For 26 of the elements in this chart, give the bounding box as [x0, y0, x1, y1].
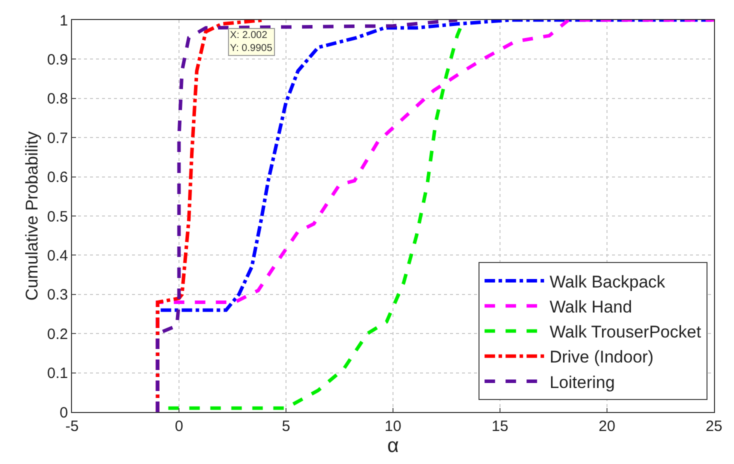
annotation: X: 2.002 Y: 0.9905 [230, 30, 273, 54]
y-tick-label: 1 [60, 12, 68, 30]
y-tick-label: 0 [60, 404, 68, 422]
legend-label: Walk Hand [550, 298, 632, 317]
legend-label: Walk Backpack [550, 272, 666, 292]
y-tick-label: 0.5 [47, 208, 68, 226]
y-tick-label: 0.9 [47, 51, 68, 68]
x-tick-label: 5 [282, 418, 290, 435]
x-tick-label: -5 [65, 418, 79, 435]
x-axis-title: α [387, 435, 399, 457]
x-tick-label: 10 [384, 418, 402, 435]
y-tick-label: 0.3 [47, 286, 68, 304]
y-tick-label: 0.1 [47, 365, 68, 382]
legend-label: Loitering [550, 372, 615, 392]
y-tick-label: 0.4 [47, 247, 68, 264]
x-tick-label: 15 [492, 418, 508, 435]
y-tick-label: 0.7 [47, 130, 68, 147]
legend-label: Walk TrouserPocket [550, 322, 702, 342]
y-tick-label: 0.8 [47, 90, 68, 108]
legend-label: Drive (Indoor) [550, 348, 654, 367]
x-tick-label: 25 [706, 418, 722, 435]
y-axis-title: Cumulative Probability [22, 130, 42, 301]
x-tick-label: 0 [174, 418, 184, 435]
x-tick-label: 20 [598, 418, 616, 435]
y-tick-label: 0.6 [47, 169, 68, 186]
y-tick-label: 0.2 [47, 326, 68, 343]
